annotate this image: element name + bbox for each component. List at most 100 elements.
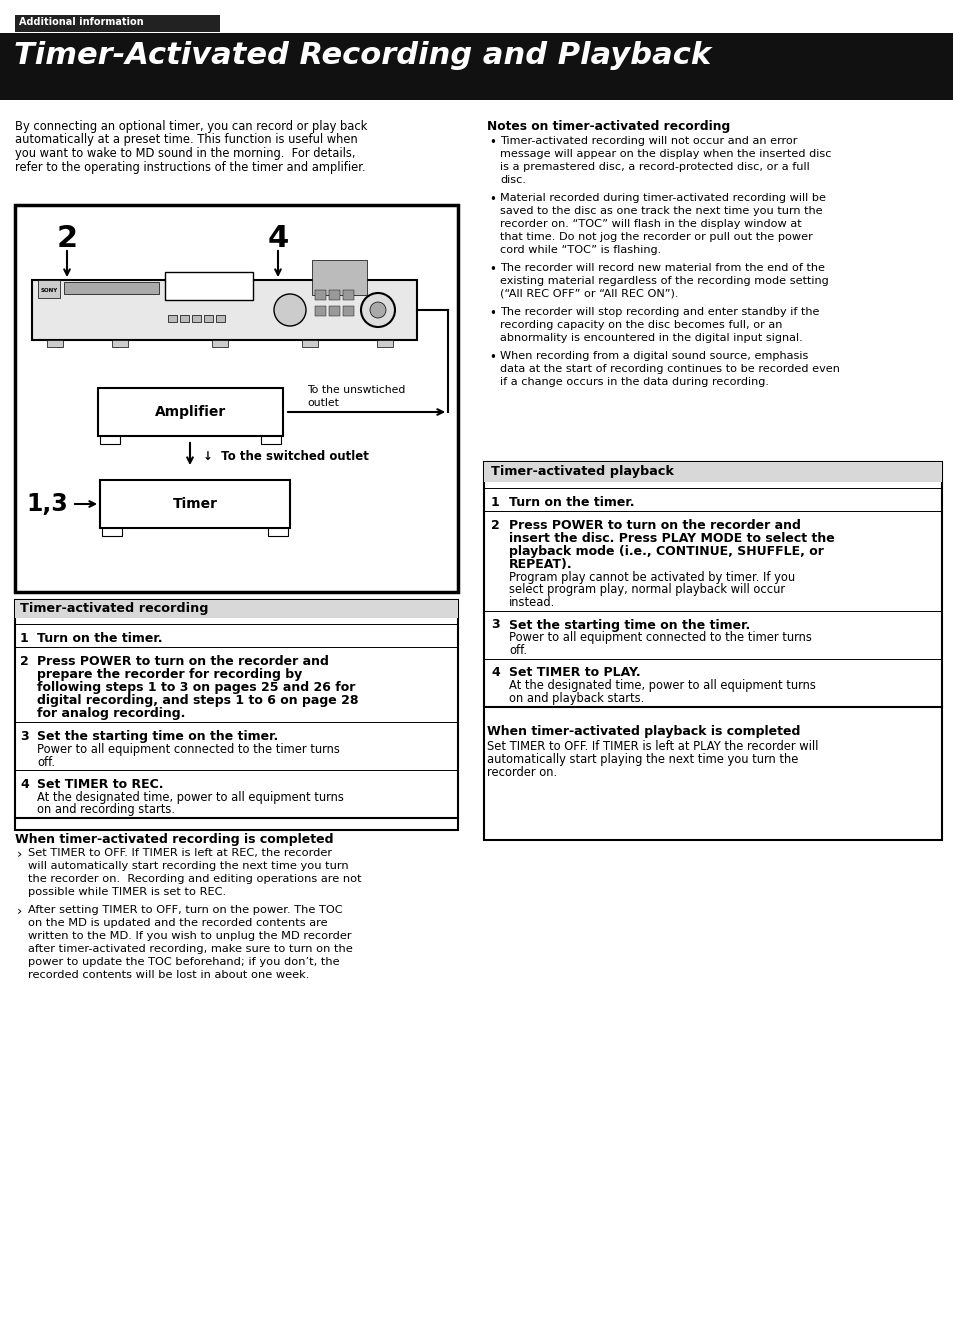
Text: When recording from a digital sound source, emphasis: When recording from a digital sound sour… bbox=[499, 352, 807, 361]
Text: Power to all equipment connected to the timer turns: Power to all equipment connected to the … bbox=[37, 743, 339, 756]
Bar bbox=[204, 315, 213, 321]
Text: •: • bbox=[489, 307, 496, 320]
Text: Timer: Timer bbox=[172, 497, 217, 511]
Bar bbox=[312, 259, 367, 295]
Bar bbox=[483, 462, 941, 840]
Text: The recorder will stop recording and enter standby if the: The recorder will stop recording and ent… bbox=[499, 307, 819, 317]
Bar bbox=[15, 601, 457, 830]
Text: Amplifier: Amplifier bbox=[154, 406, 226, 419]
Text: on and recording starts.: on and recording starts. bbox=[37, 803, 174, 817]
Text: Notes on timer-activated recording: Notes on timer-activated recording bbox=[486, 120, 729, 133]
Text: 4: 4 bbox=[267, 224, 289, 253]
Bar bbox=[302, 340, 317, 346]
Bar bbox=[100, 479, 290, 528]
Text: possible while TIMER is set to REC.: possible while TIMER is set to REC. bbox=[28, 888, 226, 897]
Text: recording capacity on the disc becomes full, or an: recording capacity on the disc becomes f… bbox=[499, 320, 781, 331]
Text: 4: 4 bbox=[20, 778, 29, 792]
Text: 1: 1 bbox=[20, 632, 29, 645]
Text: automatically start playing the next time you turn the: automatically start playing the next tim… bbox=[486, 753, 798, 766]
Text: When timer-activated recording is completed: When timer-activated recording is comple… bbox=[15, 832, 334, 846]
Bar bbox=[112, 340, 128, 346]
Text: ›: › bbox=[17, 905, 22, 918]
Text: data at the start of recording continues to be recorded even: data at the start of recording continues… bbox=[499, 363, 839, 374]
Circle shape bbox=[360, 292, 395, 327]
Text: To the unswtiched: To the unswtiched bbox=[307, 385, 405, 395]
Text: Additional information: Additional information bbox=[19, 17, 144, 28]
Bar bbox=[376, 340, 393, 346]
Text: At the designated time, power to all equipment turns: At the designated time, power to all equ… bbox=[509, 680, 815, 693]
Text: on the MD is updated and the recorded contents are: on the MD is updated and the recorded co… bbox=[28, 918, 327, 928]
Text: off.: off. bbox=[509, 644, 526, 657]
Text: 2: 2 bbox=[491, 519, 499, 532]
Text: 1: 1 bbox=[491, 497, 499, 508]
Text: will automatically start recording the next time you turn: will automatically start recording the n… bbox=[28, 861, 348, 871]
Text: power to update the TOC beforehand; if you don’t, the: power to update the TOC beforehand; if y… bbox=[28, 957, 339, 967]
Text: recorded contents will be lost in about one week.: recorded contents will be lost in about … bbox=[28, 971, 309, 980]
Bar bbox=[168, 315, 177, 321]
Text: Timer-Activated Recording and Playback: Timer-Activated Recording and Playback bbox=[14, 42, 710, 71]
Text: Timer-activated recording: Timer-activated recording bbox=[20, 602, 209, 615]
Text: Press POWER to turn on the recorder and: Press POWER to turn on the recorder and bbox=[37, 655, 329, 668]
Text: insert the disc. Press PLAY MODE to select the: insert the disc. Press PLAY MODE to sele… bbox=[509, 532, 834, 545]
Text: When timer-activated playback is completed: When timer-activated playback is complet… bbox=[486, 724, 800, 738]
Bar bbox=[98, 389, 283, 436]
Text: •: • bbox=[489, 352, 496, 363]
Text: Timer-activated playback: Timer-activated playback bbox=[491, 465, 673, 478]
Text: •: • bbox=[489, 136, 496, 149]
Text: playback mode (i.e., CONTINUE, SHUFFLE, or: playback mode (i.e., CONTINUE, SHUFFLE, … bbox=[509, 545, 823, 558]
Text: Set TIMER to PLAY.: Set TIMER to PLAY. bbox=[509, 666, 640, 680]
Bar bbox=[180, 315, 189, 321]
Text: after timer-activated recording, make sure to turn on the: after timer-activated recording, make su… bbox=[28, 944, 353, 954]
Text: After setting TIMER to OFF, turn on the power. The TOC: After setting TIMER to OFF, turn on the … bbox=[28, 905, 342, 915]
Bar bbox=[32, 281, 416, 340]
Circle shape bbox=[274, 294, 306, 327]
Text: select program play, normal playback will occur: select program play, normal playback wil… bbox=[509, 583, 784, 597]
Bar bbox=[483, 462, 941, 482]
Bar bbox=[0, 33, 953, 100]
Text: The recorder will record new material from the end of the: The recorder will record new material fr… bbox=[499, 263, 824, 273]
Bar bbox=[165, 273, 253, 300]
Text: on and playback starts.: on and playback starts. bbox=[509, 691, 643, 705]
Bar bbox=[192, 315, 201, 321]
Bar bbox=[261, 436, 281, 444]
Text: recorder on.: recorder on. bbox=[486, 766, 557, 780]
Text: outlet: outlet bbox=[307, 398, 338, 408]
Text: •: • bbox=[489, 263, 496, 277]
Text: 3: 3 bbox=[491, 619, 499, 631]
Text: Set the starting time on the timer.: Set the starting time on the timer. bbox=[509, 619, 749, 631]
Bar bbox=[343, 306, 354, 316]
Text: automatically at a preset time. This function is useful when: automatically at a preset time. This fun… bbox=[15, 133, 357, 146]
Text: digital recording, and steps 1 to 6 on page 28: digital recording, and steps 1 to 6 on p… bbox=[37, 694, 358, 707]
Bar bbox=[343, 290, 354, 300]
Text: 4: 4 bbox=[491, 666, 499, 680]
Bar bbox=[100, 436, 120, 444]
Text: 2: 2 bbox=[20, 655, 29, 668]
Text: REPEAT).: REPEAT). bbox=[509, 558, 572, 572]
Text: abnormality is encountered in the digital input signal.: abnormality is encountered in the digita… bbox=[499, 333, 801, 342]
Text: cord while “TOC” is flashing.: cord while “TOC” is flashing. bbox=[499, 245, 660, 255]
Text: Turn on the timer.: Turn on the timer. bbox=[509, 497, 634, 508]
Text: Set TIMER to OFF. If TIMER is left at REC, the recorder: Set TIMER to OFF. If TIMER is left at RE… bbox=[28, 848, 332, 857]
Circle shape bbox=[370, 302, 386, 317]
Bar bbox=[212, 340, 228, 346]
Text: (“All REC OFF” or “All REC ON”).: (“All REC OFF” or “All REC ON”). bbox=[499, 288, 678, 299]
Bar bbox=[102, 528, 122, 536]
Text: Set TIMER to OFF. If TIMER is left at PLAY the recorder will: Set TIMER to OFF. If TIMER is left at PL… bbox=[486, 740, 818, 752]
Text: SONY: SONY bbox=[40, 288, 57, 292]
Text: By connecting an optional timer, you can record or play back: By connecting an optional timer, you can… bbox=[15, 120, 367, 133]
Text: is a premastered disc, a record-protected disc, or a full: is a premastered disc, a record-protecte… bbox=[499, 162, 809, 173]
Text: existing material regardless of the recording mode setting: existing material regardless of the reco… bbox=[499, 277, 828, 286]
Text: prepare the recorder for recording by: prepare the recorder for recording by bbox=[37, 668, 302, 681]
Text: Timer-activated recording will not occur and an error: Timer-activated recording will not occur… bbox=[499, 136, 797, 146]
Text: instead.: instead. bbox=[509, 597, 555, 608]
Bar bbox=[47, 340, 63, 346]
Bar bbox=[329, 306, 339, 316]
Bar bbox=[15, 205, 457, 593]
Text: 3: 3 bbox=[20, 730, 29, 743]
Text: recorder on. “TOC” will flash in the display window at: recorder on. “TOC” will flash in the dis… bbox=[499, 219, 801, 229]
Bar bbox=[329, 290, 339, 300]
Text: •: • bbox=[489, 194, 496, 205]
Text: written to the MD. If you wish to unplug the MD recorder: written to the MD. If you wish to unplug… bbox=[28, 931, 352, 942]
Text: Power to all equipment connected to the timer turns: Power to all equipment connected to the … bbox=[509, 631, 811, 644]
Text: ↓  To the switched outlet: ↓ To the switched outlet bbox=[203, 449, 369, 462]
